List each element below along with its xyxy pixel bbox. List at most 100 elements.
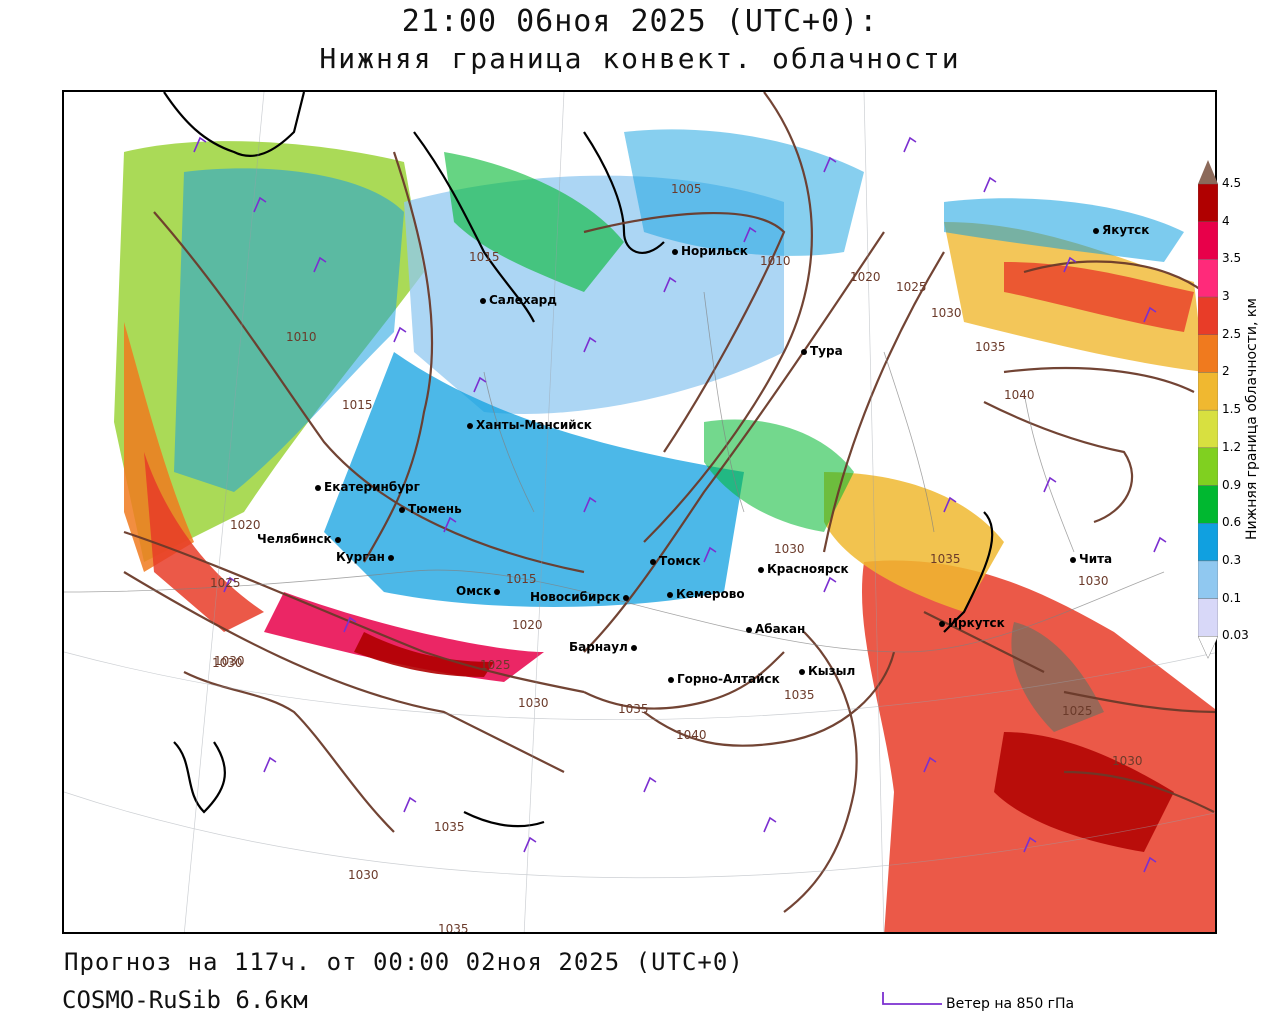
isobar-line [643, 651, 896, 747]
wind-barb [903, 136, 917, 153]
colorbar-segment [1198, 372, 1218, 411]
border-line [703, 291, 745, 513]
field-south-darkred [354, 632, 494, 677]
graticule-line [184, 92, 265, 932]
isobar-line [583, 211, 786, 453]
border-line [64, 569, 665, 613]
wind-legend-label: Ветер на 850 гПа [946, 996, 1075, 1012]
city-chelyabinsk: Челябинск [257, 532, 344, 546]
isobar-line [923, 611, 1045, 673]
city-marker-icon [494, 588, 501, 595]
city-marker-icon [387, 554, 394, 561]
border-line [483, 371, 535, 513]
isobar-line [123, 571, 565, 773]
isobar-label: 1035 [618, 702, 649, 716]
isobar-label: 1030 [1078, 574, 1109, 588]
city-marker-icon [1070, 556, 1076, 563]
isobar-label: 1015 [469, 250, 500, 264]
colorbar-tick-label: 1.5 [1222, 402, 1242, 417]
city-barnaul: Барнаул [569, 640, 640, 654]
colorbar-title: Нижняя граница облачности, км [1244, 298, 1260, 540]
wind-barb [643, 776, 657, 793]
colorbar-segment [1198, 409, 1218, 449]
border-line [883, 351, 935, 533]
colorbar-segment [1198, 259, 1218, 298]
wind-barb [703, 546, 717, 563]
isobar-label: 1025 [896, 280, 927, 294]
isobar-label: 1030 [214, 654, 245, 668]
isobar-label: 1035 [434, 820, 465, 834]
wind-barb [223, 576, 237, 593]
colorbar-tick-label: 3.5 [1222, 251, 1242, 266]
colorbar-segment [1198, 183, 1218, 222]
isobar-line [153, 211, 585, 574]
field-central-green [444, 152, 624, 292]
city-marker-icon [467, 422, 473, 429]
map-canvas [64, 92, 1215, 932]
isobar-label: 1025 [210, 576, 241, 590]
wind-barb [253, 196, 267, 213]
field-southeast-brown [1011, 622, 1104, 732]
map-title-time: 21:00 06ноя 2025 (UTC+0): [401, 4, 879, 39]
city-tyumen: Тюмень [399, 502, 462, 516]
city-marker-icon [480, 297, 486, 304]
colorbar-segment [1198, 221, 1218, 260]
city-marker-icon [623, 594, 630, 601]
city-kemerovo: Кемерово [667, 587, 745, 601]
city-marker-icon [939, 620, 945, 627]
isobar-label: 1040 [1004, 388, 1035, 402]
city-khanty-mansiysk: Ханты-Мансийск [467, 418, 592, 432]
city-gorno-altaysk: Горно-Алтайск [668, 672, 780, 686]
colorbar-segment [1198, 334, 1218, 373]
field-krasnoyarsk-green [704, 419, 854, 532]
city-marker-icon [667, 591, 673, 598]
isobar-label: 1030 [518, 696, 549, 710]
graticule [64, 92, 1215, 932]
graticule-line [64, 791, 1215, 879]
isobar-label: 1030 [1112, 754, 1143, 768]
city-marker-icon [801, 348, 807, 355]
isobar-line [983, 401, 1134, 524]
city-marker-icon [1093, 227, 1099, 234]
colorbar [1198, 160, 1218, 659]
isobar-line [183, 671, 395, 833]
wind-barb [663, 276, 677, 293]
isobar-label: 1020 [850, 270, 881, 284]
wind-barb [1063, 256, 1077, 273]
city-marker-icon [668, 676, 674, 683]
colorbar-segment [1198, 523, 1218, 562]
city-marker-icon [799, 668, 805, 675]
colorbar-segment [1198, 485, 1218, 524]
colorbar-tick-label: 4 [1222, 213, 1230, 228]
wind-legend-icon [882, 992, 942, 1005]
model-name: COSMO-RuSib 6.6км [62, 986, 308, 1014]
isobar-label: 1020 [512, 618, 543, 632]
colorbar-tick-label: 2 [1222, 364, 1230, 379]
wind-barb [343, 616, 357, 633]
wind-barb [983, 176, 997, 193]
graticule-line [523, 92, 565, 932]
border-line [1023, 391, 1075, 553]
city-tura: Тура [801, 344, 843, 358]
isobar-line [783, 631, 858, 913]
wind-barb [403, 796, 417, 813]
field-west-blue [174, 168, 404, 493]
isobar-label: 1035 [784, 688, 815, 702]
border-line [663, 571, 1165, 653]
city-chita: Чита [1070, 552, 1112, 566]
city-novosibirsk: Новосибирск [530, 590, 632, 604]
wind-barb [923, 756, 937, 773]
wind-barb [1023, 836, 1037, 853]
map-title-parameter: Нижняя граница конвект. облачности [319, 42, 961, 75]
city-marker-icon [399, 506, 405, 513]
field-west-orange [124, 322, 194, 572]
isobar-line [1023, 260, 1205, 293]
graticule-line [863, 92, 885, 932]
wind-barb [823, 156, 837, 173]
colorbar-tick-label: 0.3 [1222, 552, 1242, 567]
isobar-line [1063, 770, 1215, 813]
city-marker-icon [315, 484, 321, 491]
colorbar-tick-label: 2.5 [1222, 326, 1242, 341]
colorbar-tick-label: 0.6 [1222, 515, 1242, 530]
isobar-line [643, 92, 813, 543]
